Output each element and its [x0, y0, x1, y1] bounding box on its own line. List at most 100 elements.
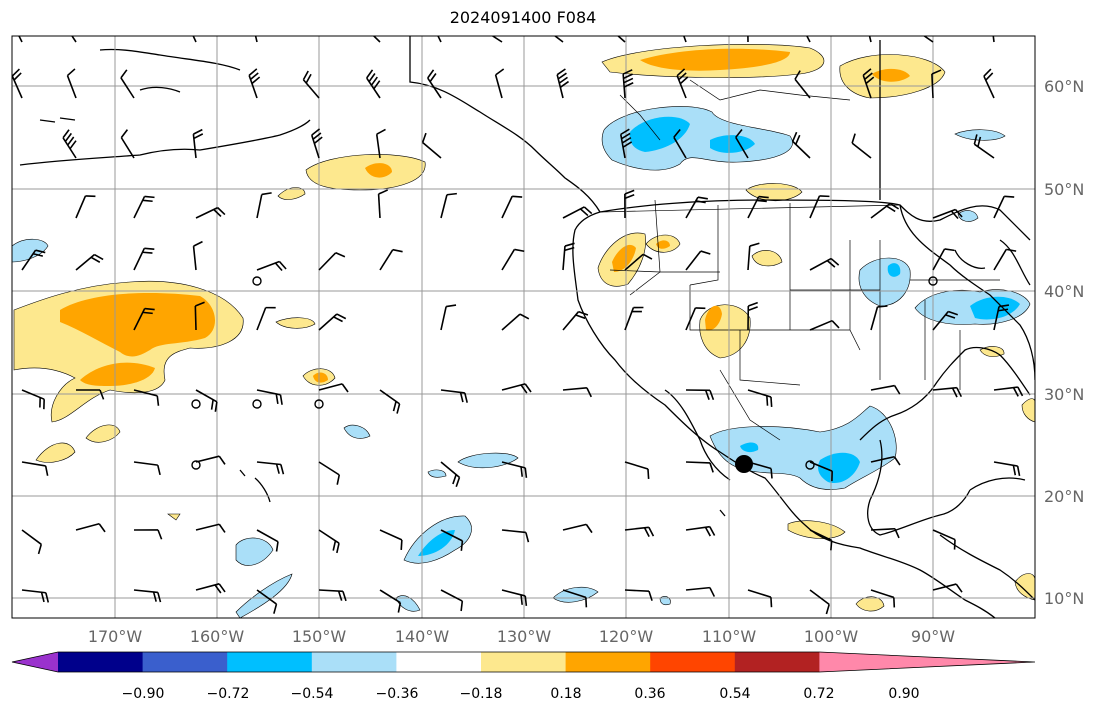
- wind-barb-flag: [520, 384, 528, 394]
- wind-barb-flag: [558, 76, 568, 84]
- wind-barb-flag: [758, 195, 769, 199]
- wind-barb-flag: [700, 250, 711, 255]
- wind-barb-flag: [889, 202, 900, 210]
- colorbar-tick-label: −0.18: [460, 686, 503, 702]
- wind-barb-flag: [492, 36, 494, 37]
- wind-barb-flag: [622, 141, 633, 148]
- wind-barb-flag: [142, 199, 153, 203]
- wind-barb-shaft: [870, 527, 896, 531]
- wind-barb-flag: [99, 389, 105, 400]
- wind-barb-shaft: [932, 248, 946, 271]
- wind-barb-flag: [253, 17, 261, 23]
- wind-barb-shaft: [931, 73, 934, 99]
- wind-barb-flag: [446, 192, 457, 196]
- wind-barb-flag: [954, 208, 963, 218]
- wind-barb-shaft: [501, 249, 516, 271]
- wind-barb-shaft: [747, 246, 751, 271]
- wind-barb-shaft: [318, 461, 340, 476]
- wind-barb-shaft: [256, 194, 263, 219]
- colorbar-tick-label: −0.36: [376, 686, 419, 702]
- wind-barb-shaft: [375, 134, 381, 159]
- wind-barb-flag: [397, 602, 402, 613]
- wind-barb-flag: [520, 466, 524, 477]
- wind-barb-flag: [893, 456, 901, 466]
- wind-barb-flag: [142, 311, 153, 315]
- map-area[interactable]: [11, 13, 1035, 618]
- wind-barb-shaft: [501, 313, 521, 331]
- colorbar-tick-label: −0.72: [207, 686, 250, 702]
- wind-barbs: [12, 13, 1024, 615]
- wind-barb-flag: [193, 133, 204, 140]
- wind-barb-flag: [120, 69, 128, 79]
- wind-barb-flag: [866, 17, 874, 23]
- wind-barb-shaft: [673, 136, 687, 159]
- wind-barb-flag: [336, 543, 340, 554]
- wind-barb-flag: [157, 592, 162, 603]
- wind-barb-flag: [366, 69, 374, 79]
- wind-barb-flag: [217, 207, 226, 216]
- wind-barb-flag: [607, 17, 611, 26]
- wind-barb-flag: [514, 248, 525, 253]
- wind-barb-flag: [950, 210, 959, 220]
- wind-barb-flag: [679, 17, 687, 23]
- colorbar-segment: [565, 652, 651, 672]
- wind-barb-flag: [624, 189, 635, 195]
- wind-barb-flag: [432, 17, 439, 24]
- lon-label: 170°W: [88, 627, 143, 646]
- wind-barb-shaft: [494, 74, 503, 99]
- wind-barb-shaft: [683, 36, 687, 43]
- wind-barb-flag: [279, 394, 283, 405]
- wind-barb-flag: [40, 592, 45, 603]
- calm-wind-markers: [191, 276, 938, 470]
- wind-barb-flag: [35, 249, 46, 254]
- wind-barb-flag: [12, 68, 20, 77]
- wind-barb-flag: [977, 136, 982, 147]
- colorbar-outline: [11, 651, 1036, 673]
- wind-barb-flag: [366, 19, 370, 28]
- wind-barb-flag: [709, 462, 714, 473]
- wind-barb-flag: [460, 600, 464, 612]
- wind-barb-shaft: [254, 36, 258, 43]
- wind-barb-shaft: [21, 529, 42, 545]
- wind-barb-shaft: [809, 589, 830, 606]
- wind-barb-flag: [544, 18, 547, 28]
- wind-barb-flag: [193, 128, 203, 135]
- wind-barb-flag: [65, 17, 71, 25]
- wind-barb-flag: [944, 248, 955, 252]
- wind-barb-flag: [770, 597, 773, 608]
- colorbar-tick-label: 0.90: [888, 686, 919, 702]
- wind-barb-flag: [144, 195, 155, 199]
- wind-barb-flag: [120, 129, 129, 139]
- wind-barb-flag: [748, 14, 757, 18]
- wind-barb-flag: [623, 82, 634, 88]
- wind-barb-shaft: [553, 36, 564, 43]
- wind-barb-shaft: [932, 529, 956, 541]
- wind-barb-shaft: [194, 305, 197, 331]
- coastlines: [19, 36, 1035, 618]
- wind-barb-flag: [748, 301, 758, 307]
- wind-barb-flag: [342, 591, 347, 602]
- wind-barb-flag: [583, 206, 593, 215]
- lat-label: 20°N: [1044, 487, 1084, 506]
- wind-barb-flag: [893, 385, 901, 395]
- wind-barb-flag: [335, 252, 346, 258]
- wind-barb-shaft: [501, 195, 513, 219]
- wind-barb-shaft: [379, 249, 394, 271]
- colorbar-segment: [481, 652, 567, 672]
- wind-barb-flag: [218, 455, 226, 465]
- wind-barb-flag: [547, 20, 550, 30]
- wind-barb-flag: [998, 308, 1009, 312]
- wind-barb-flag: [973, 134, 978, 145]
- wind-barb-flag: [695, 200, 706, 204]
- wind-barb-flag: [564, 246, 575, 252]
- wind-barb-flag: [68, 21, 74, 29]
- wind-barb-flag: [94, 253, 104, 261]
- wind-barb-flag: [795, 134, 801, 145]
- wind-barb-flag: [218, 583, 226, 593]
- lon-label: 100°W: [804, 627, 859, 646]
- wind-barb-flag: [791, 131, 798, 142]
- colorbar-segment: [311, 652, 397, 672]
- wind-barb-flag: [336, 474, 341, 485]
- wind-barb-flag: [430, 13, 437, 20]
- wind-barb-flag: [273, 603, 278, 614]
